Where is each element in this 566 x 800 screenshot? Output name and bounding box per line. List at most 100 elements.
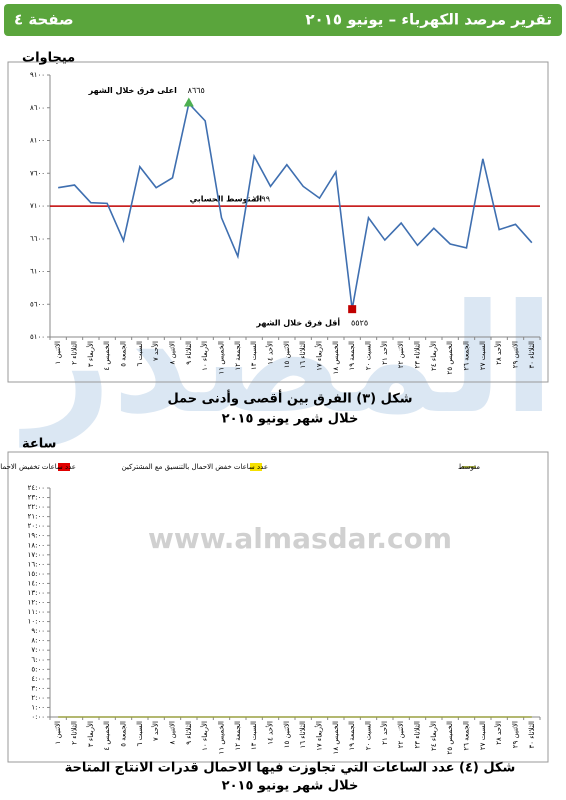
legend-swatch	[250, 463, 262, 471]
x-tick-label: الجمعة ١٢	[234, 341, 242, 371]
y-tick-label: ٨:٠٠	[31, 637, 45, 645]
chart-caption: شكل (٣) الفرق بين أقصى وأدنى حمل	[167, 390, 412, 407]
y-tick-label: ٢:٠٠	[31, 694, 45, 702]
y-tick-label: ١٤:٠٠	[28, 579, 45, 587]
y-tick-label: ٢٠:٠٠	[28, 522, 45, 530]
x-tick-label: الخميس ٢٥	[446, 721, 454, 754]
x-tick-label: الجمعة ٢٦	[463, 341, 471, 371]
y-tick-label: ٧٦٠٠	[30, 169, 45, 177]
legend-label: متوسط	[458, 463, 480, 471]
max-marker	[183, 97, 194, 107]
y-tick-label: ٥٦٠٠	[30, 300, 45, 308]
y-tick-label: ٩:٠٠	[31, 627, 45, 635]
x-tick-label: الثلاثاء ٢٣	[414, 721, 422, 749]
x-tick-label: الأحد ٧	[151, 721, 160, 741]
x-tick-label: الاثنين ١٥	[283, 341, 291, 368]
chart-caption-sub: خلال شهر يونيو ٢٠١٥	[222, 412, 359, 427]
y-tick-label: ٩١٠٠	[30, 71, 45, 79]
chart-caption: شكل (٤) عدد الساعات التي تجاوزت فيها الا…	[65, 761, 516, 776]
y-tick-label: ١٩:٠٠	[28, 532, 45, 540]
y-tick-label: ٤:٠٠	[31, 675, 45, 683]
x-tick-label: الخميس ٤	[103, 721, 111, 751]
x-tick-label: السبت ١٣	[250, 341, 258, 370]
chart-caption-sub: خلال شهر يونيو ٢٠١٥	[222, 779, 359, 794]
x-tick-label: الاثنين ٢٢	[397, 721, 405, 748]
y-tick-label: ٢٢:٠٠	[28, 503, 45, 511]
y-tick-label: ١٥:٠٠	[28, 570, 45, 578]
x-tick-label: الأحد ٢٨	[494, 341, 503, 365]
y-tick-label: ٦:٠٠	[31, 656, 45, 664]
x-tick-label: السبت ١٣	[250, 721, 258, 750]
x-tick-label: الجمعة ٢٦	[463, 721, 471, 751]
y-tick-label: ١١:٠٠	[28, 608, 45, 616]
page-number: صفحة ٤	[14, 11, 74, 29]
x-tick-label: الاثنين ١	[54, 721, 62, 744]
y-tick-label: ٢٣:٠٠	[28, 494, 45, 502]
x-tick-label: السبت ٢٠	[365, 341, 373, 370]
x-tick-label: الخميس ١٨	[332, 341, 340, 374]
x-tick-label: الاثنين ٢٩	[512, 721, 520, 748]
y-tick-label: ١٦:٠٠	[28, 560, 45, 568]
legend-label: عدد ساعات تخفيض الاحمال لباقي المشتركين	[0, 463, 76, 471]
legend-swatch	[58, 463, 70, 471]
min-marker	[348, 305, 357, 314]
x-tick-label: الثلاثاء ٢٣	[414, 341, 422, 369]
y-tick-label: ١٧:٠٠	[28, 551, 45, 559]
x-tick-label: الاثنين ٨	[169, 721, 177, 744]
x-tick-label: الأحد ٢١	[380, 341, 389, 365]
x-tick-label: الاثنين ١٥	[283, 721, 291, 748]
reference-value: ٧٠٩٩	[253, 195, 270, 204]
x-tick-label: الاثنين ٨	[169, 341, 177, 364]
y-tick-label: ٢٤:٠٠	[28, 484, 45, 492]
y-tick-label: ٥١٠٠	[30, 333, 45, 341]
x-tick-label: الثلاثاء ١٦	[299, 721, 307, 749]
chart-frame	[7, 61, 549, 383]
x-tick-label: السبت ٢٧	[479, 341, 487, 370]
x-tick-label: الخميس ١٨	[332, 721, 340, 754]
x-tick-label: الثلاثاء ٢	[71, 721, 79, 745]
x-tick-label: الأربعاء ٣	[86, 721, 95, 747]
x-tick-label: الأحد ١٤	[266, 721, 275, 745]
y-tick-label: ٦٦٠٠	[30, 235, 45, 243]
x-tick-label: الأحد ١٤	[266, 341, 275, 365]
chart-frame	[7, 451, 549, 763]
x-tick-label: الاثنين ١	[54, 341, 62, 364]
y-tick-label: ٦١٠٠	[30, 268, 45, 276]
y-tick-label: ٠:٠٠	[31, 713, 45, 721]
y-tick-label: ١٠:٠٠	[28, 618, 45, 626]
watermark-logo: المصدر	[18, 273, 554, 448]
x-tick-label: الجمعة ٥	[120, 341, 128, 367]
x-tick-label: الخميس ٢٥	[446, 341, 454, 374]
y-tick-label: ٨١٠٠	[30, 137, 45, 145]
annotation: أقل فرق خلال الشهر	[255, 318, 340, 328]
x-tick-label: السبت ٢٧	[479, 721, 487, 750]
y-tick-label: ٧١٠٠	[30, 202, 45, 210]
y-tick-label: ٨٦٠٠	[30, 104, 45, 112]
x-tick-label: الثلاثاء ٣٠	[528, 721, 536, 749]
y-tick-label: ٣:٠٠	[31, 684, 45, 692]
watermark-url: www.almasdar.com	[148, 522, 452, 555]
x-tick-label: الجمعة ١٩	[348, 721, 356, 751]
x-tick-label: الثلاثاء ١٦	[299, 341, 307, 369]
value-label: ٨٦٦٥	[188, 86, 205, 95]
x-tick-label: الأحد ٢١	[380, 721, 389, 745]
x-tick-label: السبت ٦	[136, 721, 144, 746]
x-tick-label: الثلاثاء ٢	[71, 341, 79, 365]
y-tick-label: ١٨:٠٠	[28, 541, 45, 549]
x-tick-label: الأربعاء ١٧	[315, 341, 324, 371]
y-tick-label: ١:٠٠	[31, 703, 45, 711]
x-tick-label: السبت ٢٠	[365, 721, 373, 750]
x-tick-label: الثلاثاء ٩	[185, 721, 193, 745]
x-tick-label: الخميس ١١	[218, 721, 226, 754]
x-tick-label: الأربعاء ٣	[86, 341, 95, 367]
x-tick-label: الجمعة ٥	[120, 721, 128, 747]
x-tick-label: الخميس ٤	[103, 341, 111, 371]
y-tick-label: ٧:٠٠	[31, 646, 45, 654]
y-tick-label: ٥:٠٠	[31, 665, 45, 673]
x-tick-label: الثلاثاء ٣٠	[528, 341, 536, 369]
x-tick-label: الأحد ٧	[151, 341, 160, 361]
x-tick-label: الخميس ١١	[218, 341, 226, 374]
x-tick-label: الأربعاء ٢٤	[429, 341, 438, 371]
